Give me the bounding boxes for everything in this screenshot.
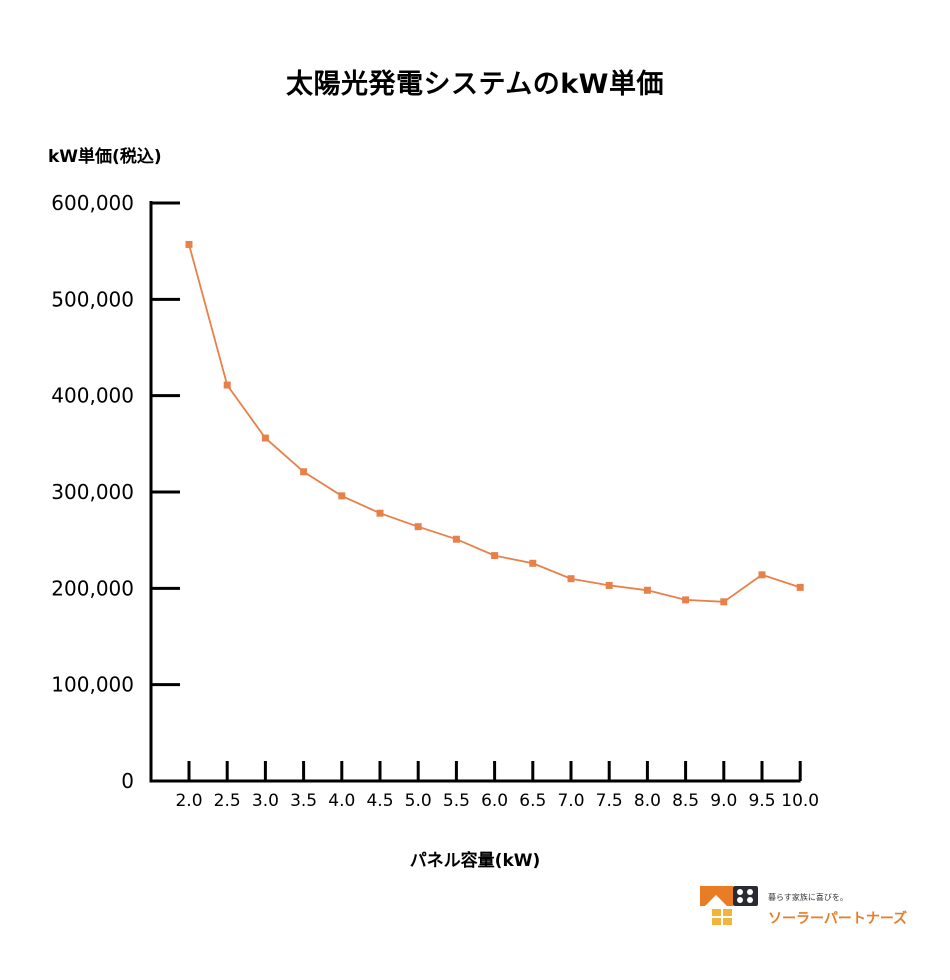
y-tick-label: 200,000 [51,576,134,600]
y-tick-label: 300,000 [51,480,134,504]
y-tick-label: 0 [121,769,134,793]
y-tick-label: 400,000 [51,384,134,408]
chart-title: 太陽光発電システムのkW単価 [286,69,664,100]
data-point [796,583,804,591]
data-point [605,581,613,589]
data-point [529,559,537,567]
series-line [188,244,801,603]
x-tick-label: 7.5 [596,791,623,811]
x-tick-label: 5.5 [443,791,470,811]
house-roof-icon [700,886,758,906]
data-point [643,586,651,594]
data-point [300,468,308,476]
data-point [682,596,690,604]
data-point [491,552,499,560]
x-tick-label: 2.5 [214,791,241,811]
x-tick-label: 3.5 [290,791,317,811]
y-axis-title: kW単価(税込) [48,147,162,167]
x-tick-label: 9.5 [748,791,775,811]
y-axis-ticks: 0 100,000 200,000 300,000 400,000 500,000 600,… [51,191,180,793]
x-tick-label: 7.0 [557,791,584,811]
data-point [261,434,269,442]
data-point [452,535,460,543]
x-tick-label: 5.0 [405,791,432,811]
x-tick-label: 9.0 [710,791,737,811]
x-tick-label: 6.5 [519,791,546,811]
x-tick-label: 4.0 [328,791,355,811]
x-tick-label: 8.5 [672,791,699,811]
data-point [414,523,422,531]
data-point [567,575,575,583]
x-tick-label: 10.0 [781,791,819,811]
logo-name: ソーラーパートナーズ [768,911,908,927]
data-point [185,240,193,248]
x-axis-title: パネル容量(kW) [409,851,541,871]
brand-logo: 暮らす家族に喜びを。 ソーラーパートナーズ [700,886,910,930]
data-point [338,492,346,500]
logo-tagline: 暮らす家族に喜びを。 [768,893,848,902]
y-tick-label: 500,000 [51,287,134,311]
data-point [223,381,231,389]
axes [149,201,801,783]
series-layer [185,240,804,606]
x-axis-ticks: 2.0 2.5 3.0 3.5 4.0 4.5 5.0 5.5 6.0 6.5 7.0 7.5 8.0 8… [175,761,819,811]
house-window-icon [712,909,732,925]
x-tick-label: 6.0 [481,791,508,811]
x-tick-label: 8.0 [634,791,661,811]
x-tick-label: 2.0 [175,791,202,811]
data-point [376,509,384,517]
x-tick-label: 4.5 [366,791,393,811]
x-tick-label: 3.0 [252,791,279,811]
data-point [758,571,766,579]
y-tick-label: 100,000 [51,673,134,697]
data-point [720,598,728,606]
y-tick-label: 600,000 [51,191,134,215]
